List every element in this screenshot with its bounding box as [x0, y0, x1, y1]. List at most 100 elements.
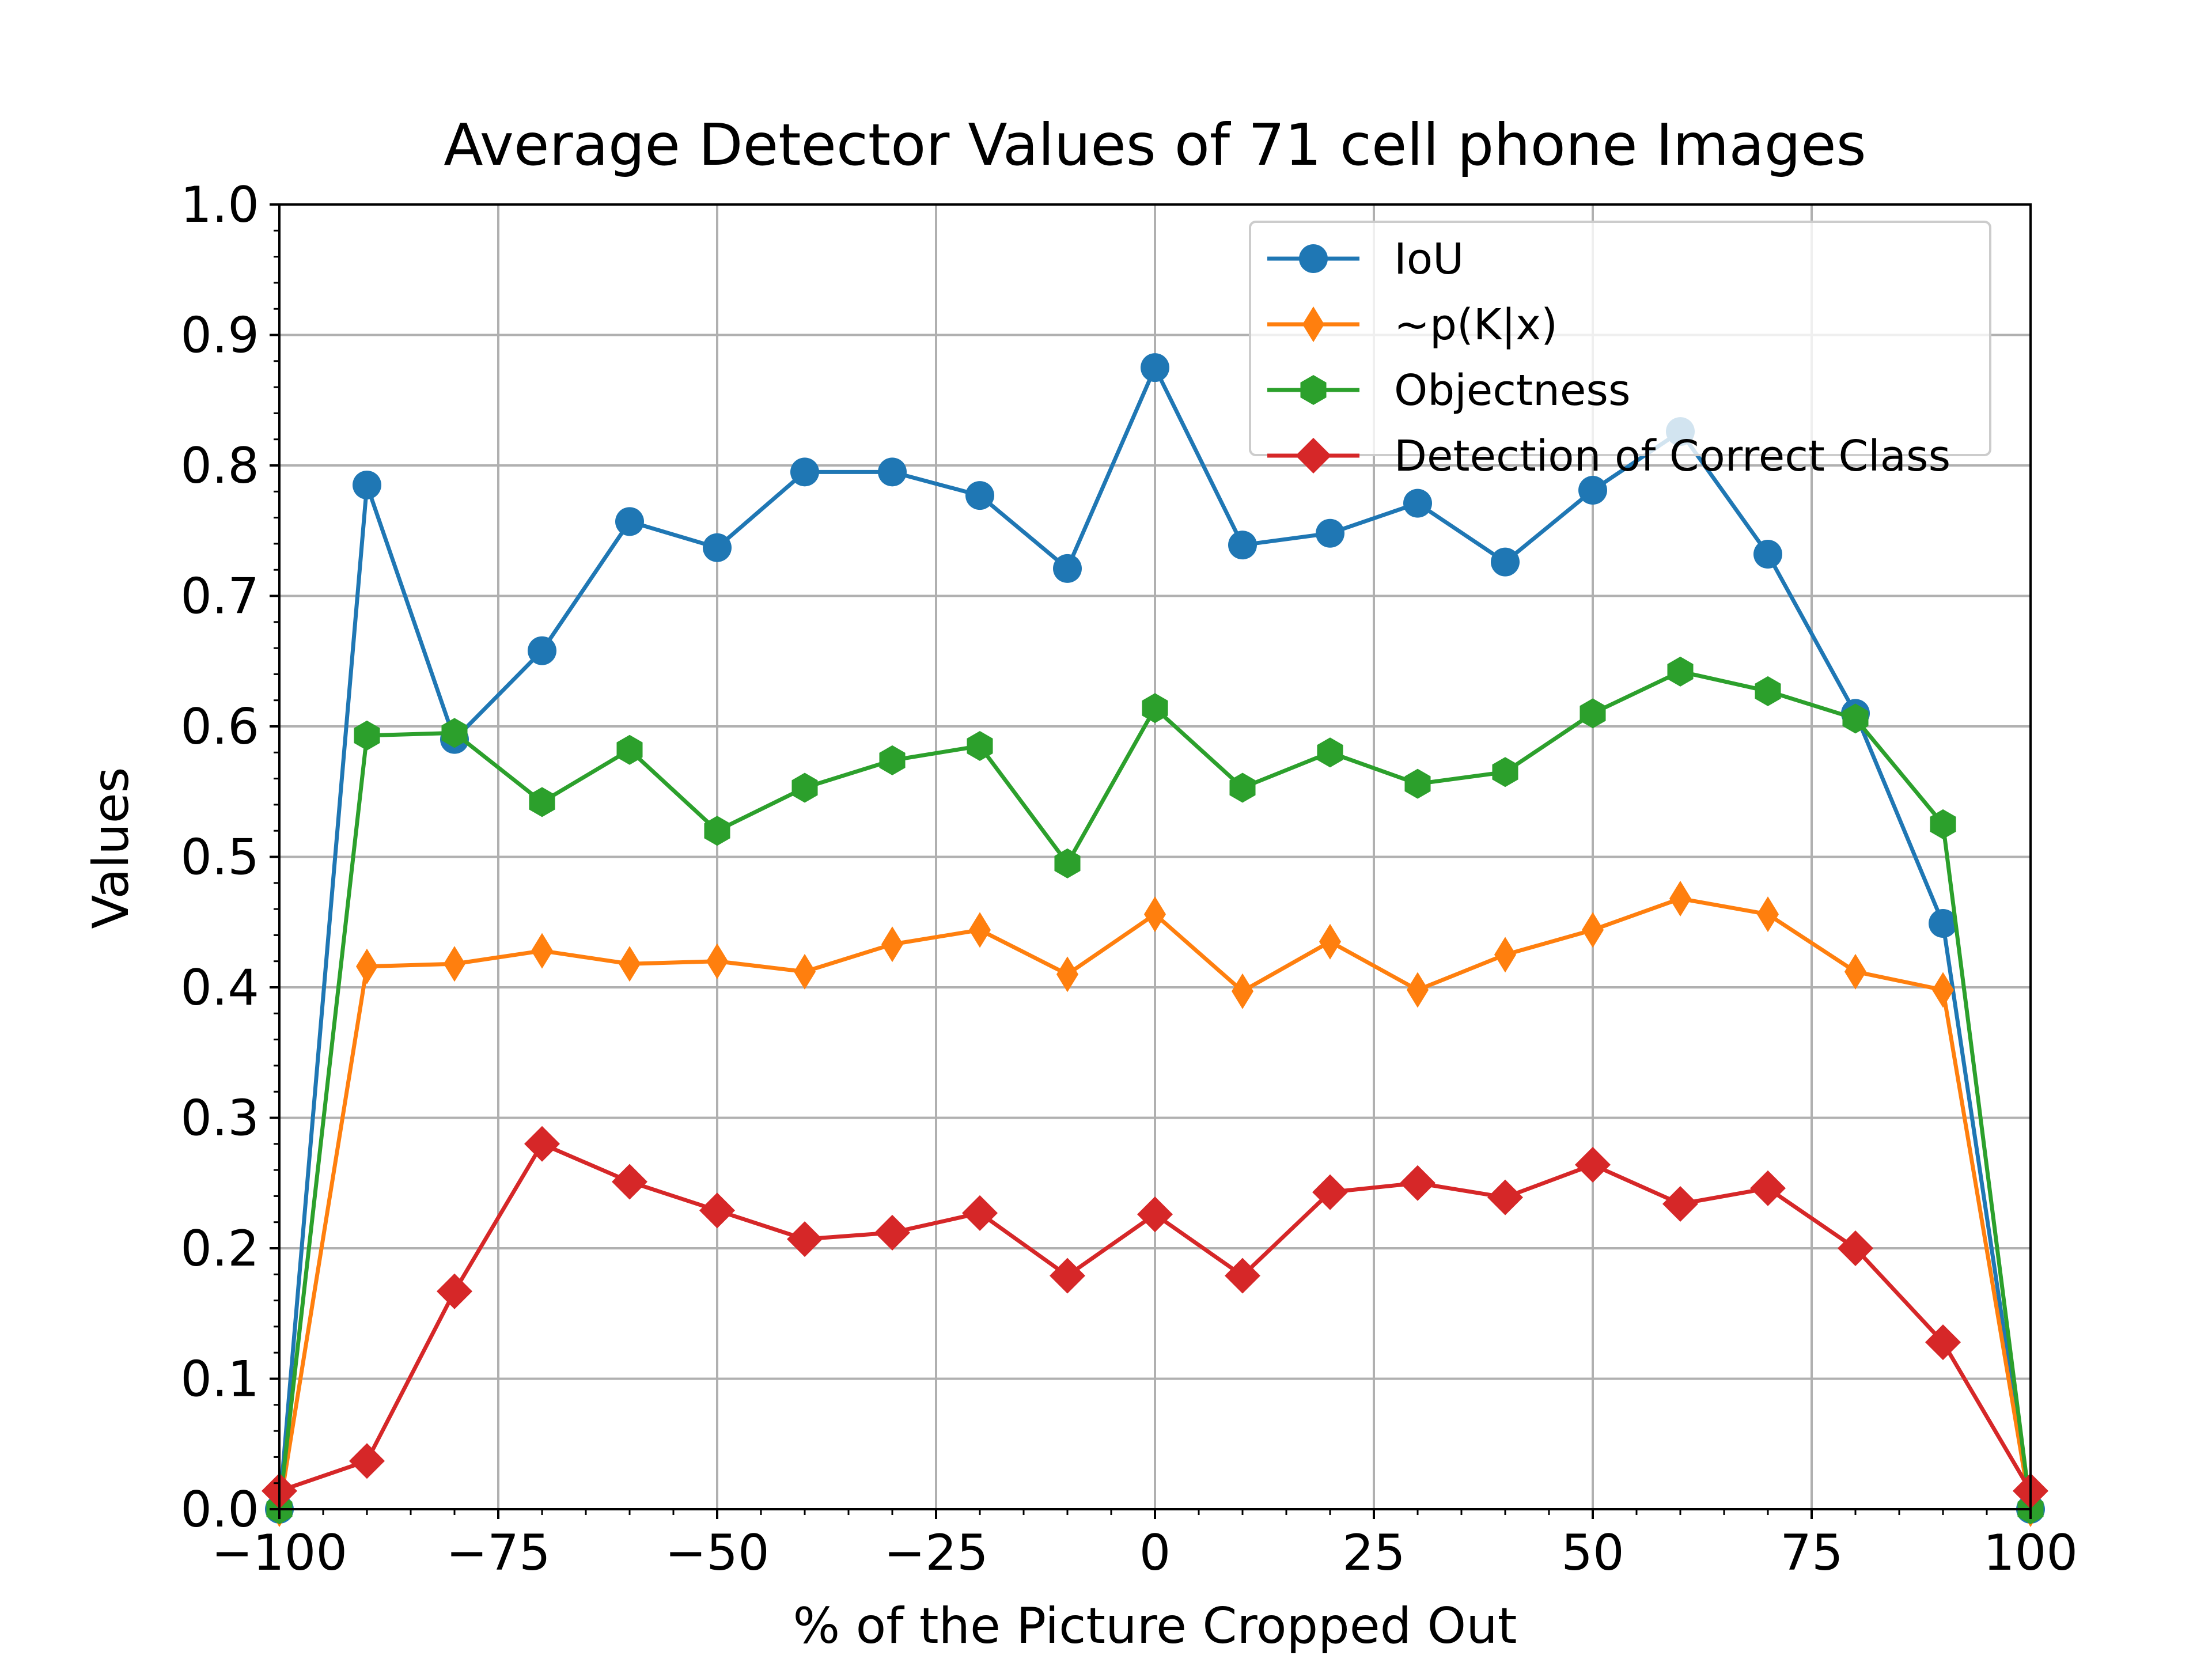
y-tick-label: 0.7 [180, 568, 259, 626]
data-point [879, 745, 906, 775]
data-point [878, 457, 907, 487]
legend-entry: Objectness [1267, 366, 1631, 415]
data-point [356, 948, 378, 984]
data-point [965, 481, 994, 510]
data-point [441, 718, 468, 748]
data-point [1492, 757, 1518, 787]
data-point [1225, 1257, 1260, 1294]
data-point [1930, 809, 1956, 839]
y-tick-label: 0.1 [180, 1351, 259, 1408]
data-point [962, 1195, 998, 1231]
data-point [1757, 896, 1779, 933]
data-point [1844, 953, 1866, 990]
data-point [790, 457, 819, 487]
x-tick-label: −50 [665, 1524, 770, 1582]
data-point [1232, 973, 1253, 1009]
legend-entry: IoU [1267, 234, 1464, 284]
data-point [881, 926, 903, 963]
data-point [1316, 518, 1344, 548]
y-tick-label: 0.0 [180, 1481, 259, 1539]
data-point [1050, 1257, 1085, 1294]
data-point [1229, 772, 1256, 803]
data-point [1755, 676, 1781, 706]
data-point [706, 943, 728, 979]
data-point [353, 470, 381, 499]
data-point [349, 1443, 385, 1479]
data-point [531, 933, 553, 969]
legend-entry: Detection of Correct Class [1267, 431, 1950, 481]
data-point [1407, 972, 1429, 1008]
data-point [1838, 1230, 1873, 1266]
data-point [794, 953, 816, 990]
data-point [1580, 698, 1606, 729]
data-point [791, 772, 818, 803]
x-tick-label: 75 [1780, 1524, 1843, 1582]
data-point [1925, 1324, 1961, 1361]
x-tick-label: 50 [1561, 1524, 1624, 1582]
x-tick-label: 25 [1342, 1524, 1405, 1582]
data-point [1582, 912, 1604, 948]
chart-title: Average Detector Values of 71 cell phone… [444, 111, 1866, 179]
data-point [1141, 353, 1169, 382]
legend-label: Objectness [1394, 366, 1631, 415]
y-tick-label: 0.5 [180, 829, 259, 887]
data-point [528, 636, 556, 665]
data-point [1056, 956, 1078, 993]
x-tick-label: −75 [446, 1524, 551, 1582]
legend-entry: ~p(K|x) [1267, 300, 1558, 350]
data-point [1662, 1185, 1698, 1222]
y-axis-label: Values [82, 767, 140, 929]
x-tick-label: −25 [884, 1524, 988, 1582]
data-point [969, 912, 991, 948]
data-point [787, 1221, 823, 1257]
series-layer [262, 353, 2048, 1527]
data-point [619, 946, 641, 982]
data-point [1575, 1147, 1611, 1183]
data-point [1228, 531, 1257, 560]
legend: IoU ~p(K|x) Objectness Detection of Correct… [1249, 221, 1991, 481]
data-point [529, 787, 555, 817]
legend-marker [1296, 438, 1331, 474]
y-tick-label: 0.4 [180, 959, 259, 1017]
legend-label: Detection of Correct Class [1394, 431, 1950, 481]
y-tick-label: 1.0 [180, 176, 259, 234]
data-point [704, 816, 730, 846]
x-tick-label: 100 [1983, 1524, 2078, 1582]
data-point [1578, 476, 1607, 505]
data-point [444, 946, 465, 982]
data-point [1054, 848, 1081, 878]
data-point [1137, 1196, 1173, 1233]
series-3 [262, 1126, 2048, 1509]
data-point [1317, 737, 1343, 768]
legend-label: ~p(K|x) [1394, 300, 1558, 350]
data-point [967, 730, 993, 761]
data-point [1487, 1179, 1523, 1215]
data-point [616, 734, 643, 765]
y-tick-label: 0.8 [180, 437, 259, 495]
x-tick-label: 0 [1139, 1524, 1171, 1582]
data-point [1750, 1170, 1786, 1206]
legend-marker [1302, 306, 1324, 342]
data-point [1053, 554, 1082, 583]
data-point [1491, 547, 1520, 577]
legend-marker [1299, 244, 1328, 273]
data-point [874, 1214, 910, 1251]
data-point [1669, 880, 1691, 916]
data-point [354, 720, 380, 751]
legend-marker [1300, 375, 1327, 405]
data-point [1142, 693, 1168, 724]
data-point [1842, 703, 1869, 734]
series-1 [268, 880, 2041, 1527]
y-tick-label: 0.9 [180, 307, 259, 365]
data-point [1932, 972, 1954, 1008]
y-axis-ticks: 0.0 0.1 0.2 0.3 0.4 0.5 0.6 0.7 0.8 0.9 1.0 [180, 176, 279, 1539]
series-2 [266, 656, 2044, 1524]
data-point [1400, 1165, 1435, 1201]
y-tick-label: 0.3 [180, 1090, 259, 1147]
x-axis-ticks: −100 −75 −50 −25 0 25 50 75 100 [211, 1509, 2078, 1582]
x-axis-label: % of the Picture Cropped Out [793, 1597, 1517, 1655]
data-point [1312, 1174, 1348, 1210]
legend-box [1249, 221, 1991, 456]
data-point [437, 1273, 472, 1309]
